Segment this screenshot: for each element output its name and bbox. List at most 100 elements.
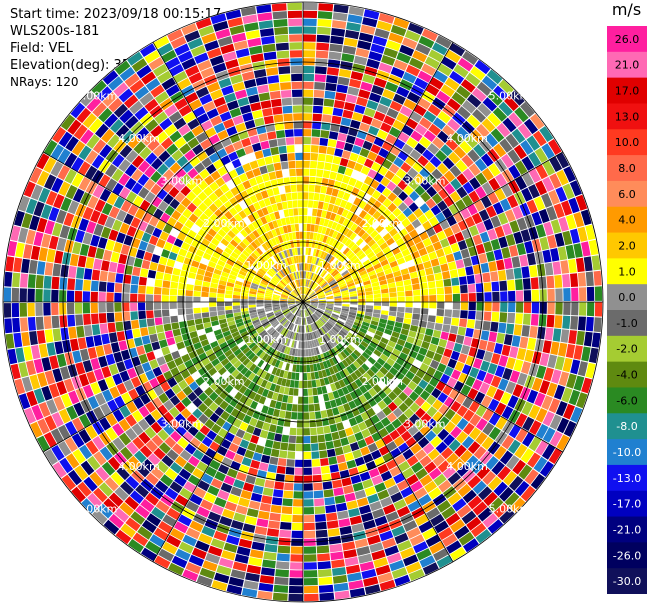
ppi-cell xyxy=(289,42,303,50)
ppi-cell xyxy=(269,456,279,465)
ppi-cell xyxy=(363,453,374,464)
ppi-cell xyxy=(431,193,443,205)
ppi-cell xyxy=(541,193,553,208)
ppi-cell xyxy=(435,316,444,324)
ppi-cell xyxy=(455,334,465,345)
ppi-cell xyxy=(51,289,59,302)
ppi-cell xyxy=(398,442,410,454)
ppi-cell xyxy=(485,205,497,218)
ppi-cell xyxy=(293,483,303,491)
ppi-cell xyxy=(328,366,335,375)
ppi-cell xyxy=(461,154,474,168)
ppi-cell xyxy=(541,143,555,159)
ppi-cell xyxy=(323,286,331,292)
ppi-cell xyxy=(322,271,329,279)
ppi-cell xyxy=(12,272,21,288)
ppi-cell xyxy=(362,140,373,151)
ppi-cell xyxy=(324,343,331,351)
ppi-cell xyxy=(520,140,534,155)
ppi-cell xyxy=(341,292,349,296)
ppi-cell xyxy=(449,191,461,203)
ppi-cell xyxy=(178,282,186,290)
ppi-cell xyxy=(326,276,333,282)
ppi-cell xyxy=(426,406,438,418)
ppi-cell xyxy=(472,358,483,369)
ppi-cell xyxy=(304,562,317,570)
ppi-cell xyxy=(216,297,225,302)
ppi-cell xyxy=(367,216,377,226)
ppi-cell xyxy=(515,279,523,291)
ppi-cell xyxy=(413,208,424,219)
ppi-cell xyxy=(268,520,280,529)
ppi-cell xyxy=(495,173,507,187)
ppi-cell xyxy=(452,293,461,302)
colorbar-tick-label: -4.0 xyxy=(616,369,637,382)
ppi-cell xyxy=(505,268,515,280)
ppi-cell xyxy=(430,258,440,267)
ppi-cell xyxy=(417,269,426,277)
ppi-cell xyxy=(496,259,505,271)
ppi-cell xyxy=(51,315,60,329)
ppi-cell xyxy=(300,247,303,255)
ppi-cell xyxy=(325,274,332,281)
ppi-cell xyxy=(376,357,386,366)
ppi-cell xyxy=(491,281,500,292)
ppi-cell xyxy=(562,315,571,329)
ppi-cell xyxy=(294,129,303,137)
ppi-cell xyxy=(354,180,364,190)
ppi-cell xyxy=(556,152,570,169)
ppi-cell xyxy=(303,412,310,420)
ppi-cell xyxy=(338,216,346,225)
ppi-cell xyxy=(170,315,179,323)
ppi-cell xyxy=(539,126,554,142)
ppi-cell xyxy=(138,310,146,320)
ppi-cell xyxy=(378,322,387,329)
ppi-cell xyxy=(392,119,405,131)
ppi-cell xyxy=(402,273,411,281)
range-ring-label: 2.00km xyxy=(361,375,403,388)
ppi-cell xyxy=(288,160,296,169)
ppi-cell xyxy=(332,270,340,277)
ppi-cell xyxy=(395,237,405,247)
ppi-cell xyxy=(291,530,303,539)
ppi-cell xyxy=(280,82,292,90)
ppi-cell xyxy=(280,442,289,451)
ppi-cell xyxy=(438,416,450,428)
ppi-cell xyxy=(350,341,358,349)
ppi-cell xyxy=(355,47,370,58)
ppi-cell xyxy=(456,431,468,444)
ppi-cell xyxy=(311,273,316,281)
ppi-cell xyxy=(319,317,326,324)
ppi-cell xyxy=(337,405,346,414)
ppi-cell xyxy=(272,441,281,450)
ppi-cell xyxy=(350,243,359,252)
ppi-cell xyxy=(520,101,535,118)
ppi-cell xyxy=(303,295,305,302)
ppi-cell xyxy=(450,132,464,146)
ppi-cell xyxy=(389,367,399,376)
ppi-cell xyxy=(286,459,295,467)
ppi-cell xyxy=(316,289,323,295)
ppi-cell xyxy=(328,229,335,237)
ppi-cell xyxy=(487,476,502,491)
ppi-cell xyxy=(388,311,397,317)
ppi-cell xyxy=(560,260,570,274)
ppi-cell xyxy=(272,106,283,115)
ppi-cell xyxy=(309,293,316,298)
ppi-cell xyxy=(475,431,488,445)
ppi-cell xyxy=(382,263,391,271)
ppi-cell xyxy=(493,143,507,158)
ppi-cell xyxy=(346,374,355,384)
ppi-cell xyxy=(405,561,422,574)
ppi-cell xyxy=(414,449,427,461)
ppi-cell xyxy=(294,216,299,224)
ppi-cell xyxy=(341,308,349,312)
ppi-cell xyxy=(338,331,346,339)
ppi-cell xyxy=(575,194,588,211)
ppi-cell xyxy=(303,73,315,82)
ppi-cell xyxy=(391,218,401,228)
ppi-cell xyxy=(402,361,412,370)
ppi-cell xyxy=(311,459,321,467)
ppi-cell xyxy=(324,289,332,294)
ppi-cell xyxy=(476,292,484,302)
